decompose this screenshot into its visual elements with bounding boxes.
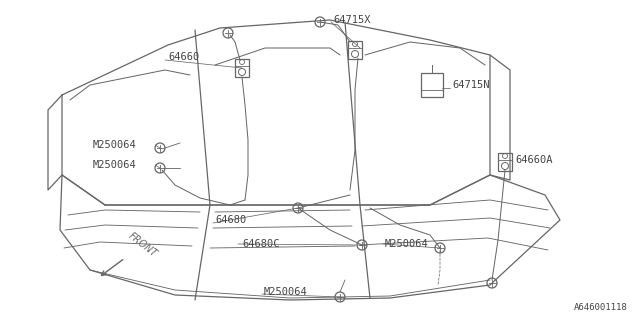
Text: 64715X: 64715X [333,15,371,25]
Text: A646001118: A646001118 [574,303,628,312]
Bar [348,41,362,59]
Text: M250064: M250064 [385,239,429,249]
Text: 64715N: 64715N [452,80,490,90]
Text: M250064: M250064 [93,140,137,150]
Bar [498,153,512,171]
Text: M250064: M250064 [264,287,308,297]
Bar [421,73,443,97]
Text: 64680C: 64680C [242,239,280,249]
Bar [235,59,249,77]
Text: M250064: M250064 [93,160,137,170]
Text: 64660A: 64660A [515,155,552,165]
Text: FRONT: FRONT [127,231,159,259]
Text: 64680: 64680 [215,215,246,225]
Text: 64660: 64660 [168,52,199,62]
